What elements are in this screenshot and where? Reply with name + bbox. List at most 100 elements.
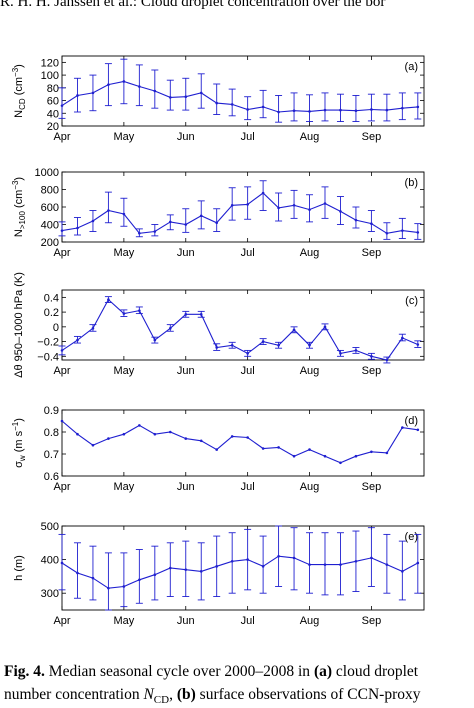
y-tick-label: 200 [41,237,59,249]
data-point [339,352,342,355]
panel-4: 0.6 0.7 0.8 0.9 Apr May Jun Jul Aug Sep (d) σw (m s… [11,405,425,493]
data-point [168,430,172,434]
y-tick-label: −0.2 [37,337,59,349]
series-line [61,555,419,589]
caption-line-1: Fig. 4. Median seasonal cycle over 2000–… [4,660,470,683]
data-point [246,436,249,439]
y-tick-label: 0.9 [44,405,59,417]
y-tick-label: 400 [41,555,59,567]
caption-line1-text: Median seasonal cycle over 2000–2008 in [44,663,314,680]
panel-label: (e) [405,531,418,543]
data-point [91,219,95,223]
data-point [230,103,234,106]
data-point [107,437,110,440]
caption-panel-a: (a) [313,663,333,680]
y-tick-label: 0.7 [44,449,59,461]
caption-line1-tail: cloud droplet [332,663,419,680]
y-axis-title: σw (m s−1) [11,418,27,468]
data-point [138,85,141,88]
caption-line2-text: number concentration [4,686,144,703]
data-point [261,340,265,343]
y-tick-label: 800 [41,185,59,197]
panel-3: −0.4 −0.2 0 0.2 0.4 Apr May Jun Jul Aug Sep (c) Δθ 9… [13,272,425,378]
plot-frame [61,55,425,127]
data-point [215,448,219,451]
data-point [122,212,126,216]
data-point [199,439,203,443]
panel-2: 200 400 600 800 1000 Apr May Jun Jul Aug Sep (b) N>1… [11,167,425,259]
data-point [292,454,296,458]
data-point [385,358,389,362]
data-point [416,105,420,109]
data-point [370,450,373,454]
y-tick-label: 60 [47,96,59,108]
y-tick-label: 600 [41,202,59,214]
data-point [76,94,79,97]
data-point [261,447,265,450]
data-point [323,325,327,329]
series-line [61,80,418,113]
x-tick-label: Apr [53,481,70,493]
data-point [308,110,311,113]
data-point [401,106,404,110]
y-tick-label: 0.4 [44,292,59,304]
data-point [277,206,280,210]
caption-figure-label: Fig. 4. [4,663,45,680]
data-point [416,343,420,346]
data-point [107,298,110,301]
data-point [401,570,404,573]
x-tick-label: May [113,131,134,143]
data-point [370,556,373,560]
data-point [261,191,265,195]
data-point [354,454,358,458]
data-point [91,91,95,95]
data-point [215,346,219,349]
y-axis-title: N>100 (cm−3) [11,177,27,237]
data-point [339,461,342,465]
data-point [261,565,265,568]
x-tick-label: Sep [362,615,382,627]
data-point [277,343,280,347]
data-point [153,338,157,342]
data-point [292,328,296,332]
data-point [199,313,203,316]
x-tick-label: Jul [241,365,255,377]
data-point [60,104,64,107]
data-point [385,563,389,566]
data-point [323,454,327,458]
x-tick-label: Aug [300,131,320,143]
data-point [385,108,389,112]
y-axis-subscript: >100 [18,211,27,230]
data-point [107,209,110,212]
x-tick-label: Sep [362,481,382,493]
x-tick-label: Jun [177,131,195,143]
data-point [215,101,219,105]
data-point [168,220,172,224]
x-tick-label: Jul [241,247,255,259]
data-point [60,349,64,352]
panel-label: (b) [405,177,418,189]
data-point [122,432,126,436]
data-point [215,221,219,225]
data-point [261,105,265,109]
x-tick-label: Jun [177,481,195,493]
data-point [138,578,141,582]
data-point [230,559,234,563]
data-point [199,570,203,573]
x-tick-label: Jul [241,481,255,493]
data-point [308,563,311,566]
data-point [292,109,296,113]
data-point [107,83,110,86]
x-tick-label: May [113,365,134,377]
data-point [76,226,79,230]
data-point [184,437,188,440]
data-point [76,338,79,342]
data-point [385,451,389,455]
data-point [122,312,126,315]
plot-frame [61,525,425,611]
data-point [122,585,126,588]
data-point [246,352,249,355]
panel-label: (d) [405,415,418,427]
data-point [168,327,172,330]
